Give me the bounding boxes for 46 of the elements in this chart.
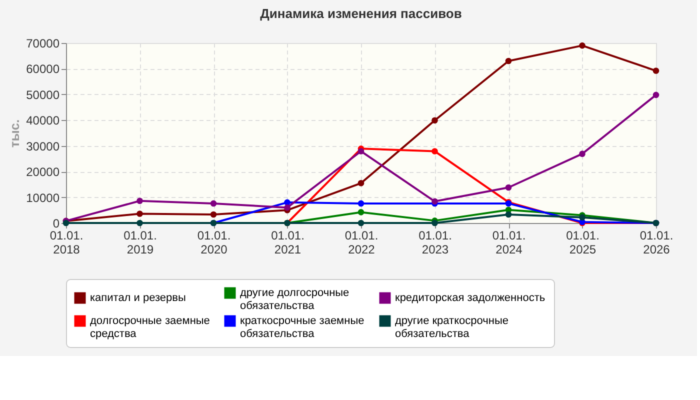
x-tick-label: 01.01. 2018: [50, 228, 84, 256]
point: [579, 150, 586, 157]
point: [579, 42, 586, 49]
point: [358, 148, 364, 154]
point: [505, 184, 512, 191]
point: [358, 209, 364, 216]
legend-label: другие краткосрочные обязательства: [395, 315, 508, 340]
point: [136, 210, 143, 217]
x-tick-label: 01.01. 2026: [640, 228, 674, 256]
y-tick-label: 0: [52, 216, 60, 230]
y-tick-label: 50000: [26, 88, 60, 102]
y-axis-title: тыс.: [7, 119, 22, 148]
x-tick-label: 01.01. 2024: [492, 228, 526, 256]
chart-title: Динамика изменения пассивов: [260, 6, 462, 21]
point: [358, 180, 364, 186]
point: [358, 200, 364, 207]
point: [136, 198, 143, 204]
point: [210, 200, 217, 207]
y-tick-label: 20000: [26, 165, 60, 180]
legend-label: кредиторская задолженность: [395, 292, 546, 304]
point: [210, 211, 217, 218]
y-tick-label: 10000: [26, 190, 60, 205]
point: [358, 220, 364, 226]
x-tick-label: 01.01. 2021: [271, 228, 304, 256]
y-tick-label: 30000: [26, 139, 60, 154]
point: [432, 148, 438, 154]
y-tick-label: 60000: [26, 62, 60, 76]
x-tick-label: 01.01. 2022: [344, 228, 378, 256]
legend-label: долгосрочные заемные средства: [90, 315, 210, 340]
legend-label: капитал и резервы: [90, 292, 186, 304]
legend-label: краткосрочные заемные обязательства: [240, 315, 364, 340]
point: [432, 220, 438, 226]
point: [284, 204, 290, 211]
point: [505, 58, 512, 64]
x-tick-label: 01.01. 2019: [124, 228, 157, 256]
x-tick-label: 01.01. 2020: [197, 228, 231, 256]
x-tick-label: 01.01. 2023: [418, 228, 452, 256]
y-tick-label: 40000: [26, 114, 60, 128]
point: [284, 199, 290, 206]
y-tick-label: 70000: [26, 36, 60, 50]
point: [136, 220, 143, 226]
point: [652, 92, 660, 98]
point: [432, 117, 438, 124]
x-tick-label: 01.01. 2025: [566, 228, 600, 256]
point: [505, 211, 512, 218]
point: [652, 68, 660, 74]
